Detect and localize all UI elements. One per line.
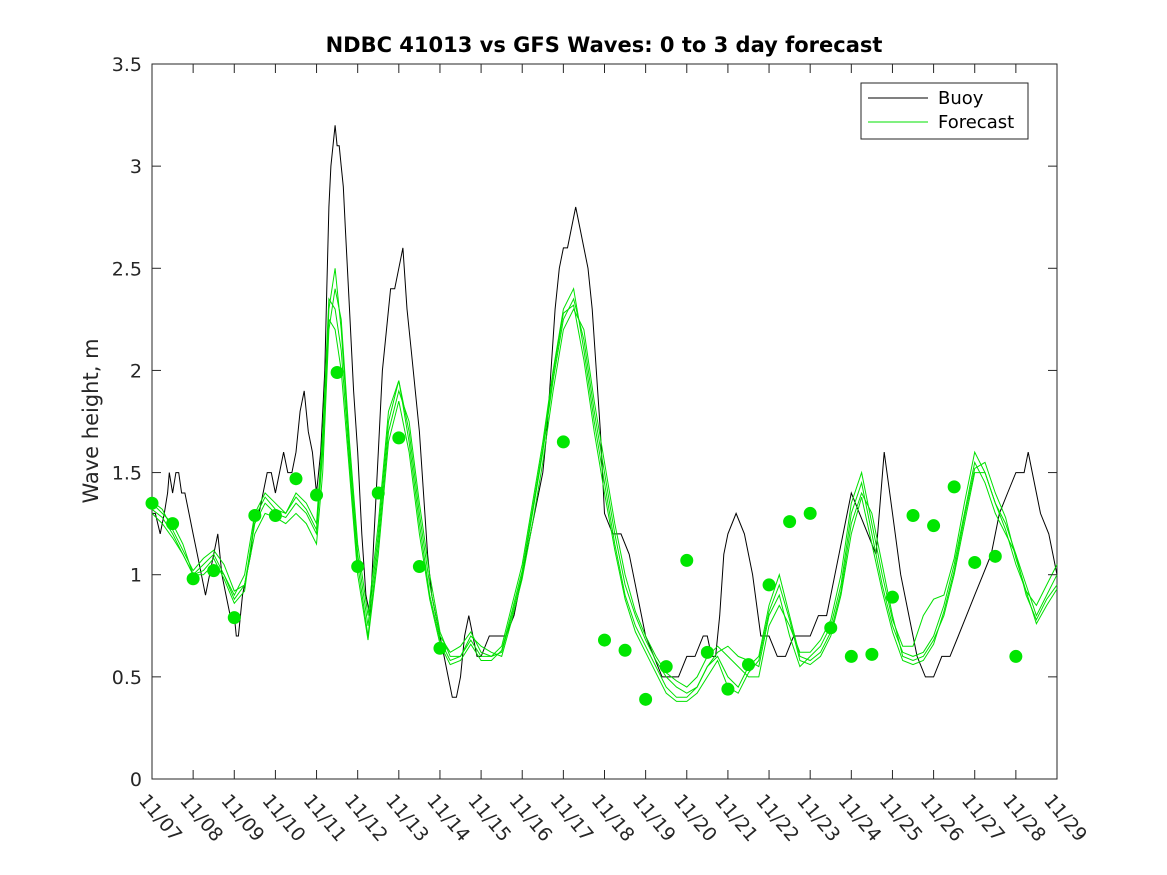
forecast-line (151, 287, 1058, 698)
forecast-marker (659, 660, 673, 674)
forecast-marker (310, 488, 324, 502)
forecast-line (151, 288, 1058, 688)
forecast-marker (227, 611, 241, 625)
y-axis-title: Wave height, m (79, 338, 103, 503)
legend-label-buoy: Buoy (938, 88, 984, 109)
forecast-marker (885, 590, 899, 604)
forecast-marker (556, 435, 570, 449)
forecast-marker (741, 658, 755, 672)
forecast-marker (186, 572, 200, 586)
axes-box (151, 63, 1058, 780)
chart-title: NDBC 41013 vs GFS Waves: 0 to 3 day fore… (326, 33, 883, 57)
forecast-line (151, 304, 1058, 702)
plot-area (145, 63, 1058, 780)
forecast-marker (412, 560, 426, 574)
forecast-marker (433, 641, 447, 655)
y-axis: 0 0.5 1 1.5 2 2.5 3 3.5 (112, 54, 1057, 791)
forecast-marker (988, 549, 1002, 563)
forecast-marker (680, 553, 694, 567)
forecast-marker (844, 649, 858, 663)
forecast-marker (351, 560, 365, 574)
y-tick-label: 0.5 (112, 667, 142, 689)
forecast-marker (207, 564, 221, 578)
forecast-marker (268, 508, 282, 522)
forecast-marker (803, 506, 817, 520)
forecast-marker (639, 692, 653, 706)
forecast-marker (392, 431, 406, 445)
y-tick-label: 1.5 (112, 463, 142, 485)
forecast-markers (145, 365, 1023, 706)
forecast-marker (145, 496, 159, 510)
forecast-marker (598, 633, 611, 647)
y-tick-label: 3 (130, 156, 142, 178)
forecast-marker (166, 517, 180, 531)
legend-label-forecast: Forecast (938, 112, 1014, 133)
forecast-marker (721, 682, 735, 696)
forecast-marker (762, 578, 776, 592)
y-tick-label: 3.5 (112, 54, 142, 76)
forecast-marker (927, 519, 941, 533)
legend-box (860, 82, 1029, 140)
forecast-marker (330, 365, 344, 379)
forecast-marker (906, 508, 920, 522)
y-tick-label: 2.5 (112, 258, 142, 280)
forecast-marker (289, 472, 303, 486)
forecast-marker (968, 555, 982, 569)
y-tick-label: 0 (130, 769, 142, 791)
legend: Buoy Forecast (860, 82, 1029, 140)
y-tick-label: 1 (130, 565, 142, 587)
forecast-marker (700, 645, 714, 659)
forecast-marker (865, 647, 879, 661)
forecast-marker (1009, 649, 1023, 663)
forecast-marker (824, 621, 838, 635)
forecast-marker (371, 486, 385, 500)
y-tick-label: 2 (130, 360, 142, 382)
forecast-line (151, 268, 1058, 694)
forecast-marker (947, 480, 961, 494)
forecast-marker (248, 508, 262, 522)
forecast-marker (783, 515, 797, 529)
forecast-marker (618, 643, 632, 657)
forecast-series (151, 268, 1058, 702)
